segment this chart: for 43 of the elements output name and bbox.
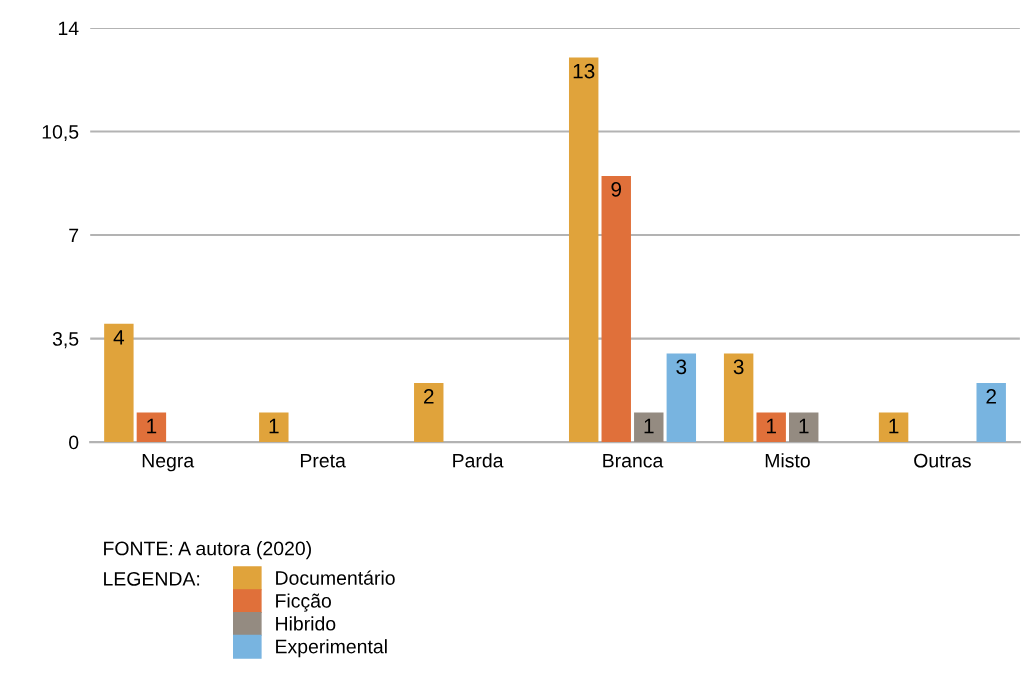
legend-label: Ficção [276, 593, 331, 612]
data-label: 4 [113, 330, 125, 345]
x-tick-label: Negra [142, 453, 195, 472]
bar [666, 353, 697, 443]
y-tick-label: 10,5 [42, 125, 79, 142]
legend-label: Hibrido [276, 616, 336, 631]
x-tick-label: Preta [300, 453, 346, 468]
bar [723, 353, 754, 443]
bar [414, 382, 444, 443]
data-label: 3 [733, 359, 744, 375]
data-label: 3 [676, 359, 687, 375]
data-label: 1 [644, 418, 654, 434]
data-label: 13 [573, 63, 595, 79]
x-tick-label: Parda [453, 453, 504, 468]
y-tick-label: 14 [58, 21, 79, 36]
legend-title: LEGENDA: [104, 571, 200, 586]
data-label: 9 [611, 182, 622, 197]
bar [634, 412, 664, 443]
bar [259, 412, 289, 443]
data-label: 1 [766, 418, 776, 434]
bar [976, 382, 1006, 443]
data-label: 2 [986, 389, 996, 404]
bar [601, 175, 631, 443]
legend-label: Experimental [276, 639, 387, 658]
x-tick-label: Outras [914, 453, 971, 468]
bar [789, 412, 819, 443]
bar [568, 57, 599, 443]
bar [104, 323, 134, 443]
x-tick-label: Branca [603, 453, 664, 468]
bar [756, 412, 786, 443]
legend-label: Documentário [276, 570, 395, 585]
data-label: 1 [799, 418, 809, 434]
x-tick-label: Misto [765, 453, 810, 468]
source-note: FONTE: A autora (2020) [104, 541, 311, 560]
y-tick-label: 7 [69, 228, 79, 243]
bar [136, 412, 167, 443]
y-tick-label: 0 [69, 435, 79, 450]
data-label: 2 [424, 389, 434, 404]
y-tick-label: 3,5 [52, 332, 79, 349]
bar [878, 412, 909, 443]
data-label: 1 [269, 418, 279, 434]
data-label: 1 [889, 418, 899, 434]
data-label: 1 [147, 418, 157, 434]
